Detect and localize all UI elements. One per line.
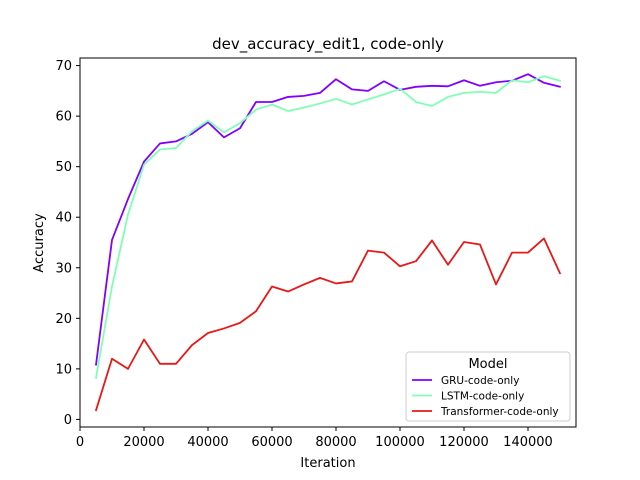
x-tick-label: 80000 — [315, 435, 356, 450]
y-tick-label: 20 — [55, 312, 72, 327]
series-line-0 — [95, 73, 561, 366]
x-tick-label: 60000 — [251, 435, 292, 450]
x-tick-label: 0 — [76, 435, 84, 450]
y-axis-label: Accuracy — [32, 213, 47, 273]
chart-title: dev_accuracy_edit1, code-only — [212, 35, 444, 54]
x-axis-label: Iteration — [300, 456, 355, 471]
y-tick-label: 30 — [55, 261, 72, 276]
x-tick-label: 140000 — [503, 435, 553, 450]
x-axis: 0 20000 40000 60000 80000 100000 120000 140000 — [76, 427, 553, 450]
y-tick-label: 10 — [55, 362, 72, 377]
y-tick-label: 70 — [55, 59, 72, 74]
x-tick-label: 40000 — [187, 435, 228, 450]
y-axis: 0 10 20 30 40 50 60 70 — [55, 59, 80, 428]
legend: Model GRU-code-only LSTM-code-only Transfo… — [405, 351, 571, 422]
y-tick-label: 40 — [55, 211, 72, 226]
y-tick-label: 50 — [55, 160, 72, 175]
legend-label-1: LSTM-code-only — [441, 391, 524, 403]
axes-frame — [79, 57, 577, 428]
y-tick-label: 60 — [55, 110, 72, 125]
legend-label-0: GRU-code-only — [441, 375, 519, 387]
series-line-1 — [95, 75, 561, 379]
y-tick-label: 0 — [64, 413, 72, 428]
legend-title: Model — [468, 357, 507, 372]
legend-label-2: Transformer-code-only — [440, 406, 559, 418]
x-tick-label: 120000 — [439, 435, 489, 450]
x-tick-label: 20000 — [123, 435, 164, 450]
x-tick-label: 100000 — [375, 435, 425, 450]
series-line-2 — [95, 237, 561, 412]
plot-area — [95, 73, 561, 412]
legend-box — [405, 351, 571, 422]
